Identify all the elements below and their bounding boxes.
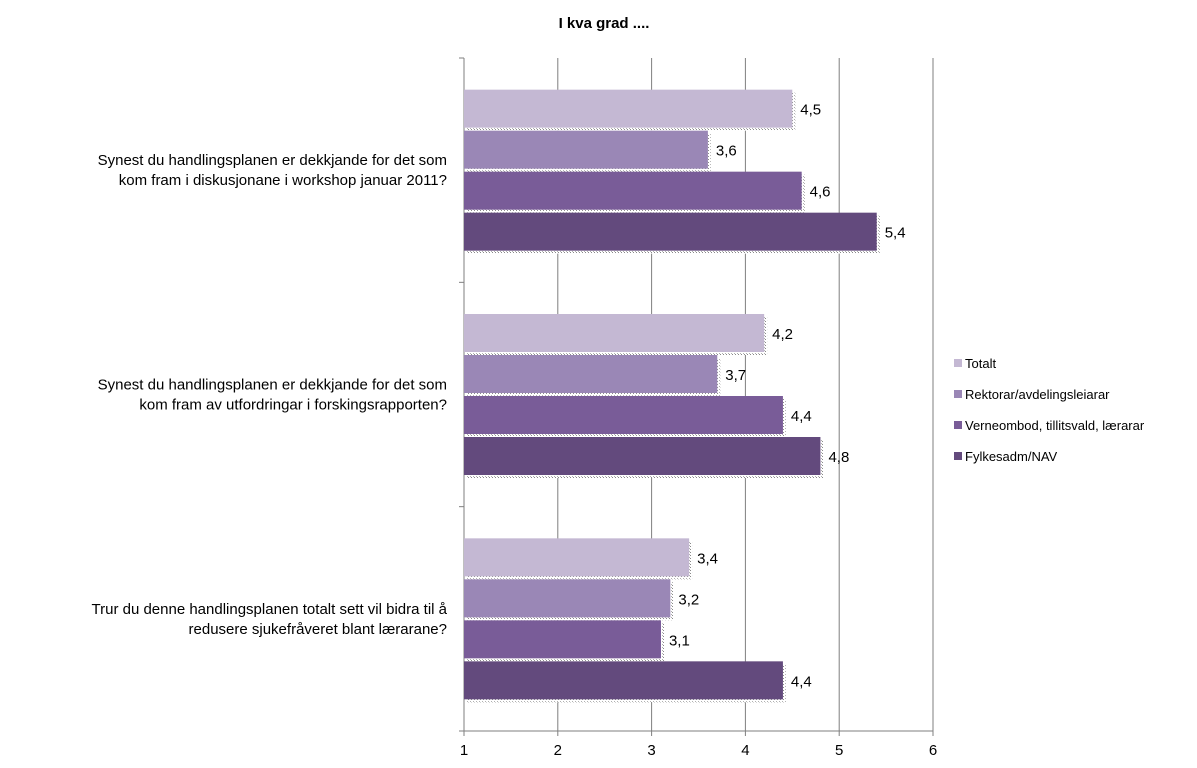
legend-swatch — [954, 359, 962, 367]
category-labels: Synest du handlingsplanen er dekkjande f… — [92, 152, 448, 638]
category-label: Trur du denne handlingsplanen totalt set… — [92, 601, 448, 618]
bar-2-1 — [464, 314, 765, 352]
data-label: 3,4 — [697, 550, 718, 567]
bar-1-4 — [464, 212, 877, 251]
data-label: 4,8 — [828, 449, 849, 466]
bar-3-2 — [464, 579, 671, 618]
bar-3-1 — [464, 538, 690, 577]
x-tick-label: 2 — [554, 742, 562, 759]
bars — [464, 89, 880, 703]
axes — [459, 57, 934, 736]
category-label: kom fram i diskusjonane i workshop janua… — [119, 172, 447, 189]
category-label: kom fram av utfordringar i forskingsrapp… — [139, 397, 447, 414]
data-label: 5,4 — [885, 225, 906, 242]
x-tick-label: 3 — [647, 742, 655, 759]
data-label: 4,6 — [810, 184, 831, 201]
data-label: 4,4 — [791, 408, 812, 425]
data-label: 4,2 — [772, 326, 793, 343]
data-label: 4,4 — [791, 673, 812, 690]
legend: Totalt Rektorar/avdelingsleiarar Verneombo… — [954, 356, 1145, 464]
bar-1-1 — [464, 89, 793, 128]
data-label: 3,6 — [716, 143, 737, 160]
legend-label: Verneombod, tillitsvald, lærarar — [965, 418, 1145, 433]
data-label: 3,2 — [678, 591, 699, 608]
bar-2-2 — [464, 355, 718, 393]
category-label: Synest du handlingsplanen er dekkjande f… — [98, 152, 447, 169]
bar-3-3 — [464, 620, 661, 659]
data-label: 3,1 — [669, 632, 690, 649]
legend-swatch — [954, 390, 962, 398]
data-label: 3,7 — [725, 367, 746, 384]
bar-1-3 — [464, 171, 802, 210]
legend-label: Rektorar/avdelingsleiarar — [965, 387, 1110, 402]
x-tick-label: 5 — [835, 742, 843, 759]
category-label: redusere sjukefråveret blant lærarane? — [189, 621, 447, 638]
data-labels: 4,5 3,6 4,6 5,4 4,2 3,7 4,4 4,8 3,4 3,2 3,1 4,4 — [669, 102, 906, 691]
bar-2-4 — [464, 437, 821, 475]
legend-swatch — [954, 421, 962, 429]
bar-2-3 — [464, 396, 783, 434]
chart-title: I kva grad .... — [559, 15, 650, 32]
x-tick-labels: 1 2 3 4 5 6 — [460, 742, 937, 759]
data-label: 4,5 — [800, 102, 821, 119]
legend-label: Totalt — [965, 356, 996, 371]
bar-1-2 — [464, 130, 708, 169]
x-tick-label: 1 — [460, 742, 468, 759]
legend-swatch — [954, 452, 962, 460]
x-tick-label: 6 — [929, 742, 937, 759]
category-label: Synest du handlingsplanen er dekkjande f… — [98, 377, 447, 394]
legend-label: Fylkesadm/NAV — [965, 449, 1058, 464]
x-tick-label: 4 — [741, 742, 749, 759]
bar-3-4 — [464, 661, 783, 700]
